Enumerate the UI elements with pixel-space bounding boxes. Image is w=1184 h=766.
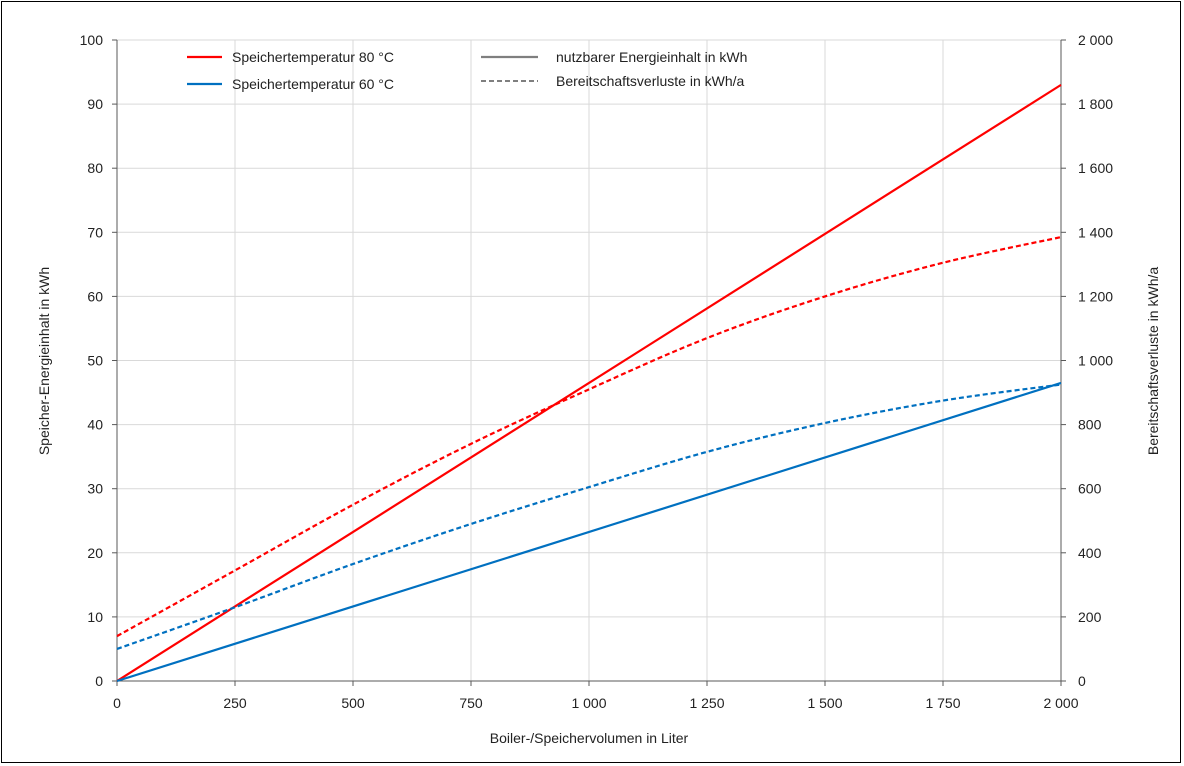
grid — [117, 39, 1061, 681]
y2-tick-label: 1 200 — [1078, 288, 1113, 304]
x-tick-label: 1 500 — [807, 695, 842, 711]
series-line-60c-energy — [116, 381, 1062, 683]
y2-tick-label: 400 — [1078, 545, 1102, 561]
y2-tick-label: 1 400 — [1078, 224, 1113, 240]
x-tick-label: 500 — [341, 695, 365, 711]
y2-tick-label: 1 600 — [1078, 160, 1113, 176]
legend-label-losses: Bereitschaftsverluste in kWh/a — [556, 73, 745, 89]
y2-tick-label: 600 — [1078, 481, 1102, 497]
y-tick-label: 60 — [87, 288, 103, 304]
y2-tick-label: 1 800 — [1078, 96, 1113, 112]
y2-tick-label: 1 000 — [1078, 353, 1113, 369]
y-axis-title: Speicher-Energieinhalt in kWh — [36, 267, 52, 455]
legend: Speichertemperatur 80 °C Speichertempera… — [187, 49, 747, 92]
y2-axis-title: Bereitschaftsverluste in kWh/a — [1145, 267, 1161, 456]
y-tick-label: 50 — [87, 353, 103, 369]
x-tick-label: 750 — [459, 695, 483, 711]
x-tick-label: 0 — [113, 695, 121, 711]
legend-label-energy: nutzbarer Energieinhalt in kWh — [556, 49, 747, 65]
y-tick-label: 10 — [87, 609, 103, 625]
y-tick-label: 30 — [87, 481, 103, 497]
y-tick-label: 80 — [87, 160, 103, 176]
series-line-80c-energy — [116, 83, 1062, 682]
y2-tick-label: 800 — [1078, 417, 1102, 433]
y2-tick-label: 2 000 — [1078, 32, 1113, 48]
x-tick-label: 1 000 — [571, 695, 606, 711]
y-tick-label: 90 — [87, 96, 103, 112]
x-tick-label: 250 — [223, 695, 247, 711]
series-line-60c-losses — [116, 383, 1062, 650]
legend-label-80c: Speichertemperatur 80 °C — [232, 49, 394, 65]
x-axis-title: Boiler-/Speichervolumen in Liter — [490, 730, 689, 746]
series-lines — [116, 83, 1062, 683]
axes: 0 250 500 750 1 000 1 250 1 500 1 750 2 00001020… — [80, 32, 1114, 711]
y-tick-label: 40 — [87, 417, 103, 433]
y-tick-label: 0 — [95, 673, 103, 689]
y-tick-label: 100 — [80, 32, 104, 48]
x-tick-label: 1 250 — [689, 695, 724, 711]
x-tick-label: 1 750 — [925, 695, 960, 711]
legend-label-60c: Speichertemperatur 60 °C — [232, 76, 394, 92]
x-tick-label: 2 000 — [1043, 695, 1078, 711]
series-line-80c-losses — [116, 236, 1062, 638]
y-tick-label: 70 — [87, 224, 103, 240]
y2-tick-label: 200 — [1078, 609, 1102, 625]
y-tick-label: 20 — [87, 545, 103, 561]
y2-tick-label: 0 — [1078, 673, 1086, 689]
